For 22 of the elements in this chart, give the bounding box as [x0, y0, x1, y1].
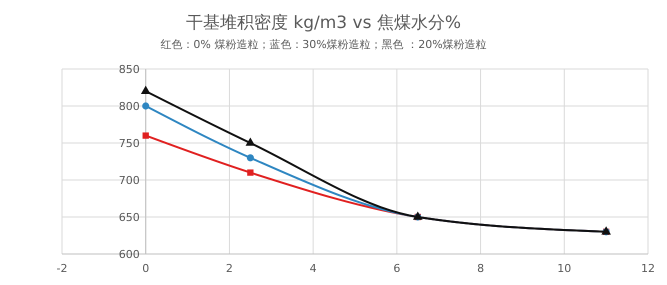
chart-subtitle: 红色：0% 煤粉造粒；蓝色：30%煤粉造粒；黑色 ：20%煤粉造粒	[160, 38, 487, 51]
point	[142, 102, 150, 110]
point	[247, 169, 254, 176]
y-tick-label: 750	[118, 137, 140, 150]
y-tick-label: 850	[118, 63, 140, 76]
x-tick-label: -2	[56, 262, 68, 275]
y-tick-label: 650	[118, 211, 140, 224]
y-tick-label: 600	[118, 248, 140, 261]
x-tick-label: 2	[226, 262, 233, 275]
point	[246, 154, 254, 162]
y-tick-label: 800	[118, 100, 140, 113]
x-tick-label: 4	[310, 262, 317, 275]
x-tick-label: 12	[641, 262, 655, 275]
x-tick-label: 10	[557, 262, 572, 275]
chart-title: 干基堆积密度 kg/m3 vs 焦煤水分%	[186, 13, 462, 33]
point	[246, 137, 256, 146]
x-tick-label: 8	[477, 262, 484, 275]
x-tick-label: 6	[393, 262, 400, 275]
point	[142, 132, 149, 139]
x-tick-label: 0	[142, 262, 150, 275]
point	[140, 86, 151, 94]
y-tick-label: 700	[118, 174, 140, 187]
